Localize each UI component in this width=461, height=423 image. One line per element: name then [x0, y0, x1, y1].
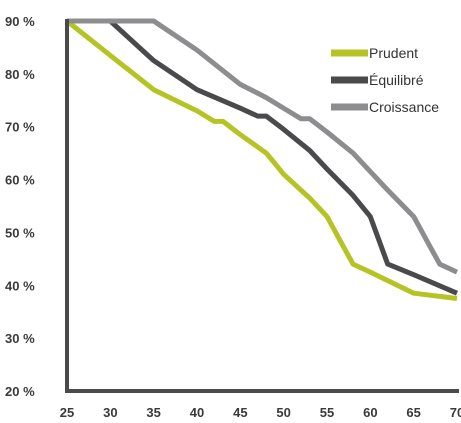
y-tick-label: 70 %	[5, 120, 35, 135]
y-tick-label: 30 %	[5, 331, 35, 346]
y-tick-label: 80 %	[5, 67, 35, 82]
x-tick-label: 60	[363, 405, 377, 420]
y-tick-label: 50 %	[5, 225, 35, 240]
y-tick-label: 20 %	[5, 384, 35, 399]
y-tick-label: 90 %	[5, 14, 35, 29]
legend-label: Croissance	[369, 99, 439, 115]
y-tick-labels: 20 % 30 % 40 % 50 % 60 % 70 % 80 % 90 %	[5, 14, 35, 399]
series-line-equilibre	[67, 18, 458, 296]
x-tick-label: 35	[146, 405, 160, 420]
x-tick-label: 70	[450, 405, 461, 420]
x-tick-label: 30	[103, 405, 117, 420]
x-tick-label: 65	[406, 405, 420, 420]
axis-layer	[65, 19, 459, 393]
legend: Prudent Équilibré Croissance	[331, 45, 439, 115]
y-tick-label: 40 %	[5, 278, 35, 293]
x-tick-label: 25	[60, 405, 74, 420]
x-tick-label: 40	[190, 405, 204, 420]
x-tick-labels: 25 30 35 40 45 50 55 60 65 70	[60, 405, 461, 420]
series-layer	[65, 18, 459, 301]
x-tick-label: 55	[320, 405, 334, 420]
x-tick-label: 50	[276, 405, 290, 420]
series-line-croissance	[67, 18, 459, 275]
legend-label: Équilibré	[369, 72, 424, 88]
x-tick-label: 45	[233, 405, 247, 420]
y-tick-label: 60 %	[5, 173, 35, 188]
legend-label: Prudent	[369, 45, 418, 61]
series-line-prudent	[65, 19, 458, 301]
